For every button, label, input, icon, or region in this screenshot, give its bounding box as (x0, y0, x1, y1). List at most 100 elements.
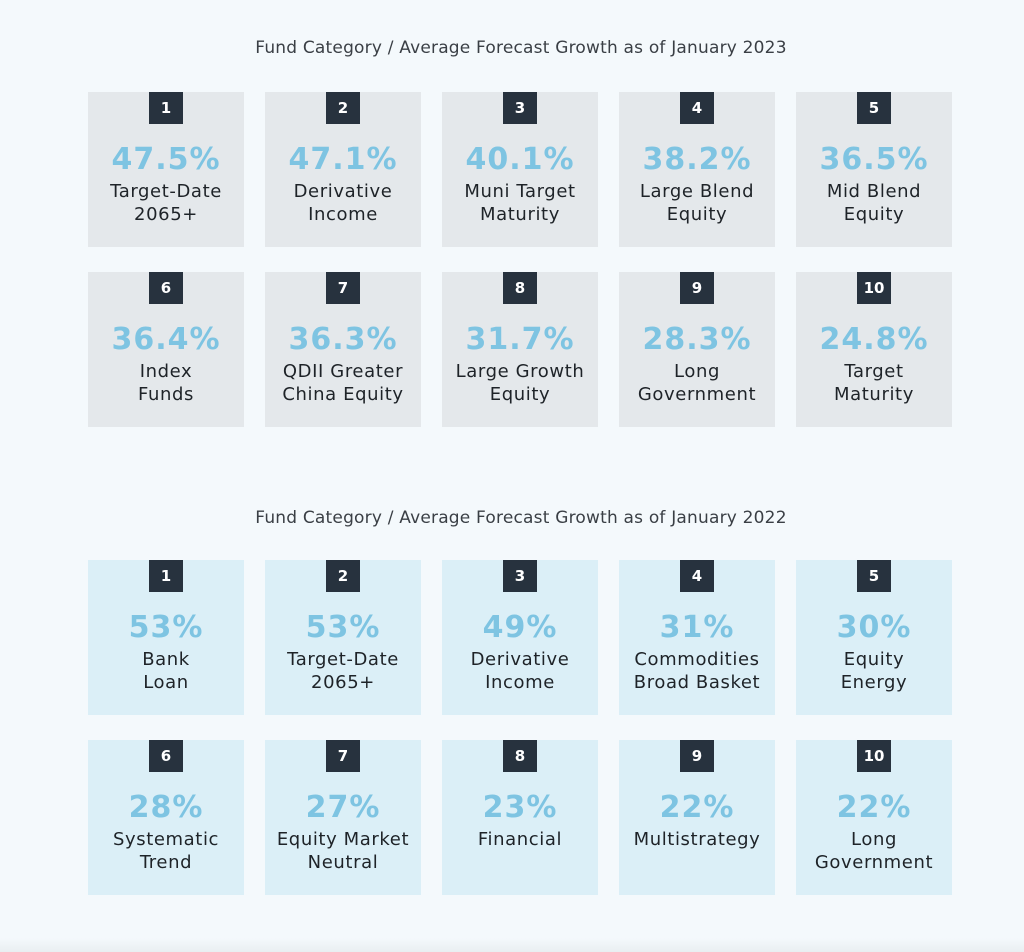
rank-badge: 6 (149, 740, 183, 772)
rank-badge: 3 (503, 92, 537, 124)
fund-category-label: Target Maturity (796, 360, 952, 406)
fund-category-label-line: Target-Date (110, 181, 222, 202)
fund-card: 7 36.3% QDII Greater China Equity (265, 272, 421, 427)
fund-category-label-line: Loan (143, 672, 189, 693)
fund-category-label: Commodities Broad Basket (619, 648, 775, 694)
rank-badge: 10 (857, 272, 891, 304)
fund-category-label-line: Long (851, 829, 897, 850)
fund-category-label: Large Blend Equity (619, 180, 775, 226)
fund-category-label-line: Maturity (480, 204, 560, 225)
fund-category-label-line: Target-Date (287, 649, 399, 670)
growth-value: 30% (836, 610, 912, 645)
fund-category-label-line: QDII Greater (282, 361, 404, 382)
growth-value: 40.1% (465, 142, 575, 177)
rank-badge: 8 (503, 272, 537, 304)
rank-badge: 1 (149, 92, 183, 124)
rank-badge: 5 (857, 92, 891, 124)
fund-category-label-line: Derivative (470, 649, 570, 670)
growth-value: 31.7% (465, 322, 575, 357)
rank-badge: 6 (149, 272, 183, 304)
section-title-2023: Fund Category / Average Forecast Growth … (255, 38, 787, 58)
rank-badge: 7 (326, 272, 360, 304)
rank-badge: 2 (326, 560, 360, 592)
fund-category-label-line: Funds (138, 384, 194, 405)
fund-card: 9 22% Multistrategy (619, 740, 775, 895)
fund-category-label-line: Target (844, 361, 904, 382)
fund-card: 4 38.2% Large Blend Equity (619, 92, 775, 247)
growth-value: 47.5% (111, 142, 221, 177)
fund-category-label: Target-Date 2065+ (265, 648, 421, 694)
fund-category-label-line: Equity (666, 204, 728, 225)
growth-value: 49% (482, 610, 558, 645)
fund-category-label-line: Mid Blend (826, 181, 922, 202)
bottom-shade (0, 938, 1024, 952)
growth-value: 24.8% (819, 322, 929, 357)
fund-category-label: Derivative Income (265, 180, 421, 226)
fund-category-label-line: Trend (139, 852, 193, 873)
section-title-2022: Fund Category / Average Forecast Growth … (255, 508, 787, 528)
fund-category-label: Long Government (796, 828, 952, 874)
fund-category-label: Multistrategy (619, 828, 775, 851)
fund-card: 6 28% Systematic Trend (88, 740, 244, 895)
fund-card: 10 22% Long Government (796, 740, 952, 895)
fund-card: 2 47.1% Derivative Income (265, 92, 421, 247)
fund-card: 9 28.3% Long Government (619, 272, 775, 427)
fund-category-label: Systematic Trend (88, 828, 244, 874)
fund-category-label-line: Equity (843, 204, 905, 225)
fund-category-label-line: Government (814, 852, 934, 873)
fund-category-label-line: Bank (142, 649, 190, 670)
growth-value: 22% (659, 790, 735, 825)
rank-badge: 4 (680, 92, 714, 124)
fund-category-label: Long Government (619, 360, 775, 406)
growth-value: 38.2% (642, 142, 752, 177)
fund-category-label: Large Growth Equity (442, 360, 598, 406)
fund-category-label-line: Commodities (634, 649, 760, 670)
fund-card: 5 30% Equity Energy (796, 560, 952, 715)
fund-category-label: Target-Date 2065+ (88, 180, 244, 226)
fund-category-label-line: Equity (843, 649, 905, 670)
rank-badge: 10 (857, 740, 891, 772)
fund-card: 8 31.7% Large Growth Equity (442, 272, 598, 427)
fund-category-label-line: Neutral (307, 852, 379, 873)
fund-category-label-line: Large Blend (639, 181, 755, 202)
fund-category-label-line: Equity Market (276, 829, 410, 850)
fund-card: 4 31% Commodities Broad Basket (619, 560, 775, 715)
fund-card: 5 36.5% Mid Blend Equity (796, 92, 952, 247)
growth-value: 28% (128, 790, 204, 825)
fund-category-label-line: 2065+ (311, 672, 375, 693)
fund-card: 1 47.5% Target-Date 2065+ (88, 92, 244, 247)
fund-card: 7 27% Equity Market Neutral (265, 740, 421, 895)
growth-value: 23% (482, 790, 558, 825)
fund-category-label: Financial (442, 828, 598, 851)
fund-category-label-line: Index (139, 361, 193, 382)
rank-badge: 1 (149, 560, 183, 592)
fund-card: 1 53% Bank Loan (88, 560, 244, 715)
growth-value: 28.3% (642, 322, 752, 357)
fund-category-label-line: Income (308, 204, 378, 225)
fund-category-label-line: Income (485, 672, 555, 693)
fund-category-label-line: Financial (477, 829, 563, 850)
fund-category-label-line: Equity (489, 384, 551, 405)
fund-card: 3 40.1% Muni Target Maturity (442, 92, 598, 247)
growth-value: 53% (128, 610, 204, 645)
growth-value: 31% (659, 610, 735, 645)
rank-badge: 7 (326, 740, 360, 772)
rank-badge: 9 (680, 740, 714, 772)
growth-value: 53% (305, 610, 381, 645)
fund-category-label-line: Long (674, 361, 720, 382)
fund-category-label: QDII Greater China Equity (265, 360, 421, 406)
fund-category-label-line: Maturity (834, 384, 914, 405)
fund-category-label-line: Large Growth (455, 361, 585, 382)
fund-category-label-line: 2065+ (134, 204, 198, 225)
fund-category-label-line: Systematic (112, 829, 220, 850)
rank-badge: 9 (680, 272, 714, 304)
growth-value: 47.1% (288, 142, 398, 177)
fund-category-label: Equity Market Neutral (265, 828, 421, 874)
growth-value: 36.5% (819, 142, 929, 177)
rank-badge: 2 (326, 92, 360, 124)
fund-card: 3 49% Derivative Income (442, 560, 598, 715)
rank-badge: 3 (503, 560, 537, 592)
fund-card: 6 36.4% Index Funds (88, 272, 244, 427)
fund-category-label: Derivative Income (442, 648, 598, 694)
fund-category-label: Muni Target Maturity (442, 180, 598, 226)
